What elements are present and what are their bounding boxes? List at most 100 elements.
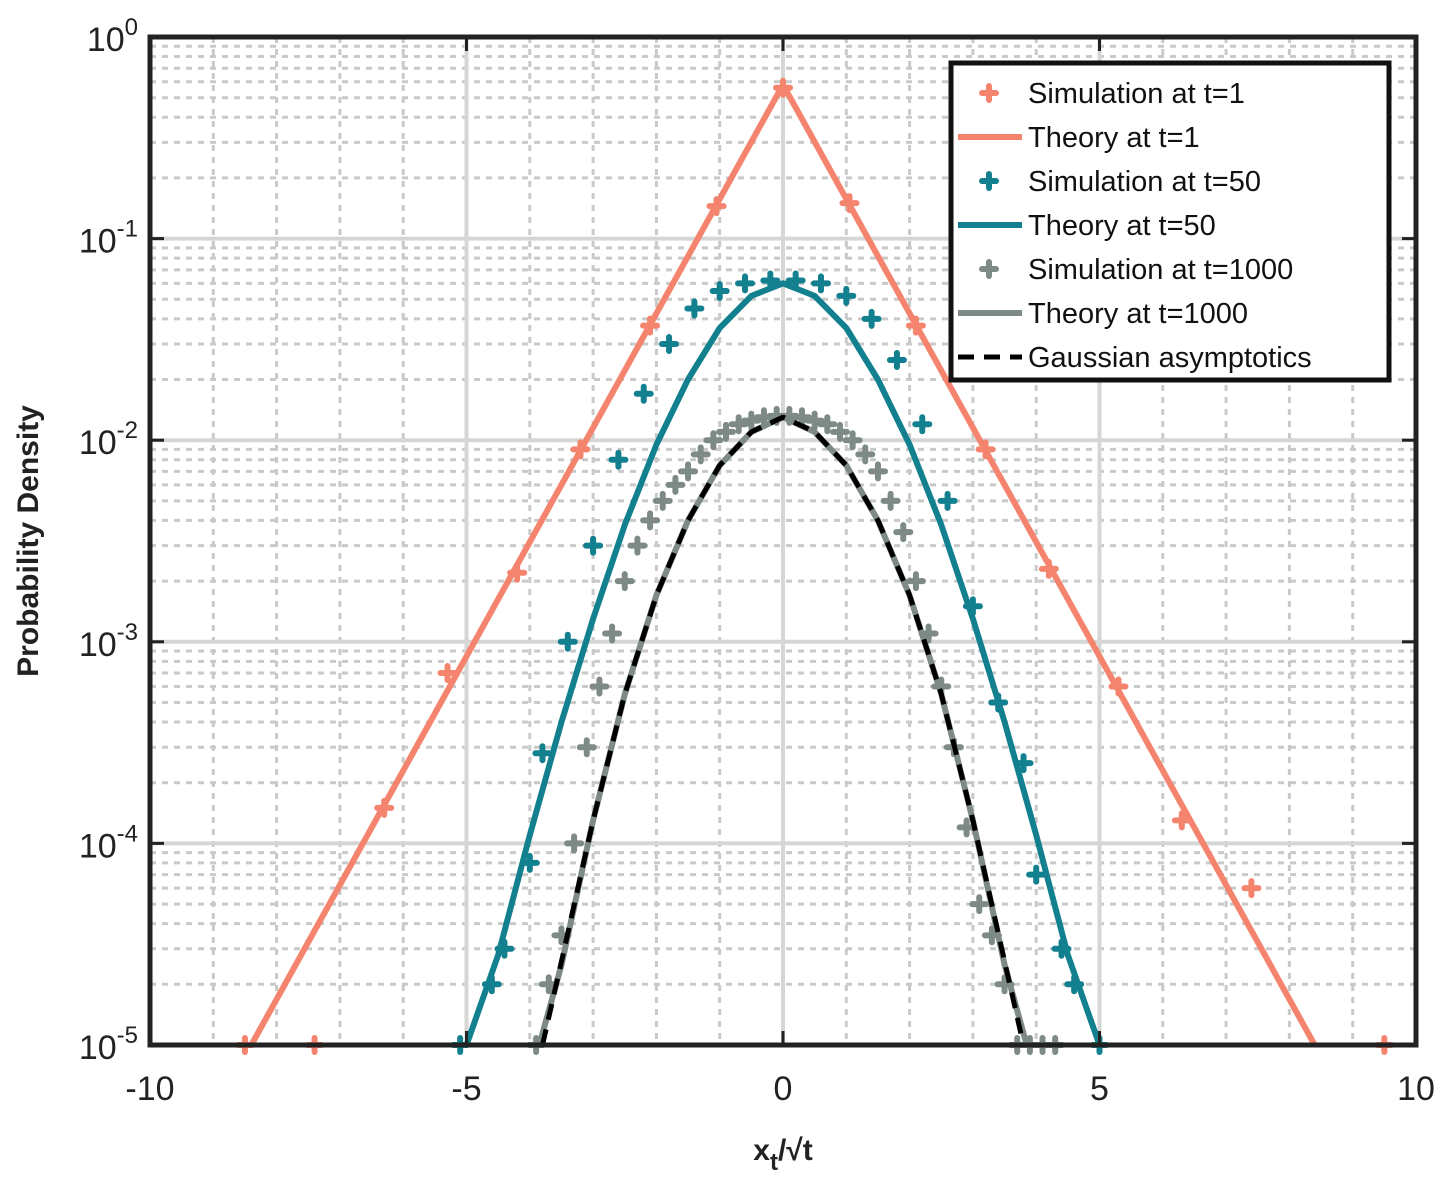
data-point (532, 743, 553, 764)
legend-item: Simulation at t=1000 (979, 254, 1293, 286)
data-point (494, 938, 515, 959)
data-point (576, 737, 597, 758)
x-tick-label: -5 (451, 1070, 481, 1108)
legend-item: Simulation at t=1 (979, 78, 1245, 110)
data-point (652, 490, 673, 511)
data-point (1171, 810, 1192, 831)
data-point (1038, 558, 1059, 579)
y-axis-label: Probability Density (12, 405, 45, 677)
data-point (839, 193, 860, 214)
y-tick-label: 10-3 (79, 619, 138, 664)
data-point (570, 439, 591, 460)
data-point (608, 449, 629, 470)
data-point (829, 421, 850, 442)
data-point (684, 298, 705, 319)
legend-item: Theory at t=1000 (958, 298, 1248, 330)
data-point (962, 596, 983, 617)
y-tick-label-base: 10 (79, 1029, 117, 1067)
legend-item: Theory at t=1 (958, 122, 1200, 154)
data-point (706, 196, 727, 217)
legend-label: Theory at t=50 (1028, 210, 1216, 242)
data-point (1108, 676, 1129, 697)
y-tick-label-exponent: 0 (125, 14, 138, 41)
data-point (969, 894, 990, 915)
x-axis-label: xt/√t (753, 1134, 812, 1176)
data-point (709, 280, 730, 301)
data-point (703, 430, 724, 451)
data-point (633, 383, 654, 404)
data-point (956, 817, 977, 838)
y-tick-label-exponent: -2 (117, 417, 138, 444)
series-0 (234, 77, 1395, 1055)
data-point (602, 623, 623, 644)
data-point (1013, 753, 1034, 774)
x-tick-label: 5 (1090, 1070, 1109, 1108)
data-point (867, 461, 888, 482)
data-point (640, 510, 661, 531)
data-point (481, 974, 502, 995)
data-point (665, 474, 686, 495)
x-axis-label-rest: /√t (778, 1134, 813, 1167)
data-point (564, 833, 585, 854)
legend-item: Gaussian asymptotics (958, 342, 1312, 374)
data-point (583, 535, 604, 556)
data-point (507, 562, 528, 583)
y-tick-label-exponent: -3 (117, 619, 138, 646)
y-tick-label-base: 10 (79, 827, 117, 865)
data-point (861, 308, 882, 329)
y-tick-label-exponent: -5 (117, 1022, 138, 1049)
data-point (905, 571, 926, 592)
y-tick-label: 10-2 (79, 417, 138, 462)
y-tick-label-exponent: -4 (117, 820, 138, 847)
data-point (994, 974, 1015, 995)
data-point (741, 410, 762, 431)
x-tick-label: 0 (774, 1070, 793, 1108)
data-point (374, 797, 395, 818)
data-point (690, 444, 711, 465)
data-point (981, 925, 1002, 946)
data-point (1051, 938, 1072, 959)
data-point (804, 410, 825, 431)
y-tick-label: 10-1 (79, 216, 138, 261)
data-point (975, 439, 996, 460)
data-point (886, 349, 907, 370)
y-tick-label: 100 (87, 14, 138, 59)
data-point (773, 77, 793, 98)
data-point (918, 623, 939, 644)
y-tick-label-base: 10 (79, 223, 117, 261)
x-axis-label-sub: t (770, 1149, 778, 1176)
data-point (979, 259, 999, 279)
data-point (735, 273, 756, 294)
data-point (791, 407, 812, 428)
data-point (640, 315, 661, 336)
data-point (760, 270, 781, 291)
x-tick-label: 10 (1397, 1070, 1435, 1108)
data-point (678, 461, 699, 482)
legend-box (948, 60, 1392, 383)
data-point (979, 83, 999, 103)
legend-label: Simulation at t=1000 (1028, 254, 1293, 286)
legend-label: Theory at t=1000 (1028, 298, 1248, 330)
x-tick-label: -10 (125, 1070, 174, 1108)
legend-item: Theory at t=50 (958, 210, 1216, 242)
data-point (627, 535, 648, 556)
data-point (1241, 878, 1262, 899)
data-point (880, 490, 901, 511)
legend-label: Theory at t=1 (1028, 122, 1200, 154)
data-point (912, 414, 933, 435)
data-point (1026, 864, 1047, 885)
data-point (519, 852, 540, 873)
y-tick-label: 10-4 (79, 820, 138, 865)
y-tick-label: 10-5 (79, 1022, 138, 1067)
y-tick-label-base: 10 (79, 424, 117, 462)
series-6 (540, 414, 1026, 1046)
data-point (716, 421, 737, 442)
y-tick-label-base: 10 (79, 626, 117, 664)
legend-label: Gaussian asymptotics (1028, 342, 1312, 374)
data-point (842, 430, 863, 451)
series-3 (463, 280, 1103, 1046)
data-point (855, 444, 876, 465)
data-point (817, 414, 838, 435)
data-point (614, 571, 635, 592)
